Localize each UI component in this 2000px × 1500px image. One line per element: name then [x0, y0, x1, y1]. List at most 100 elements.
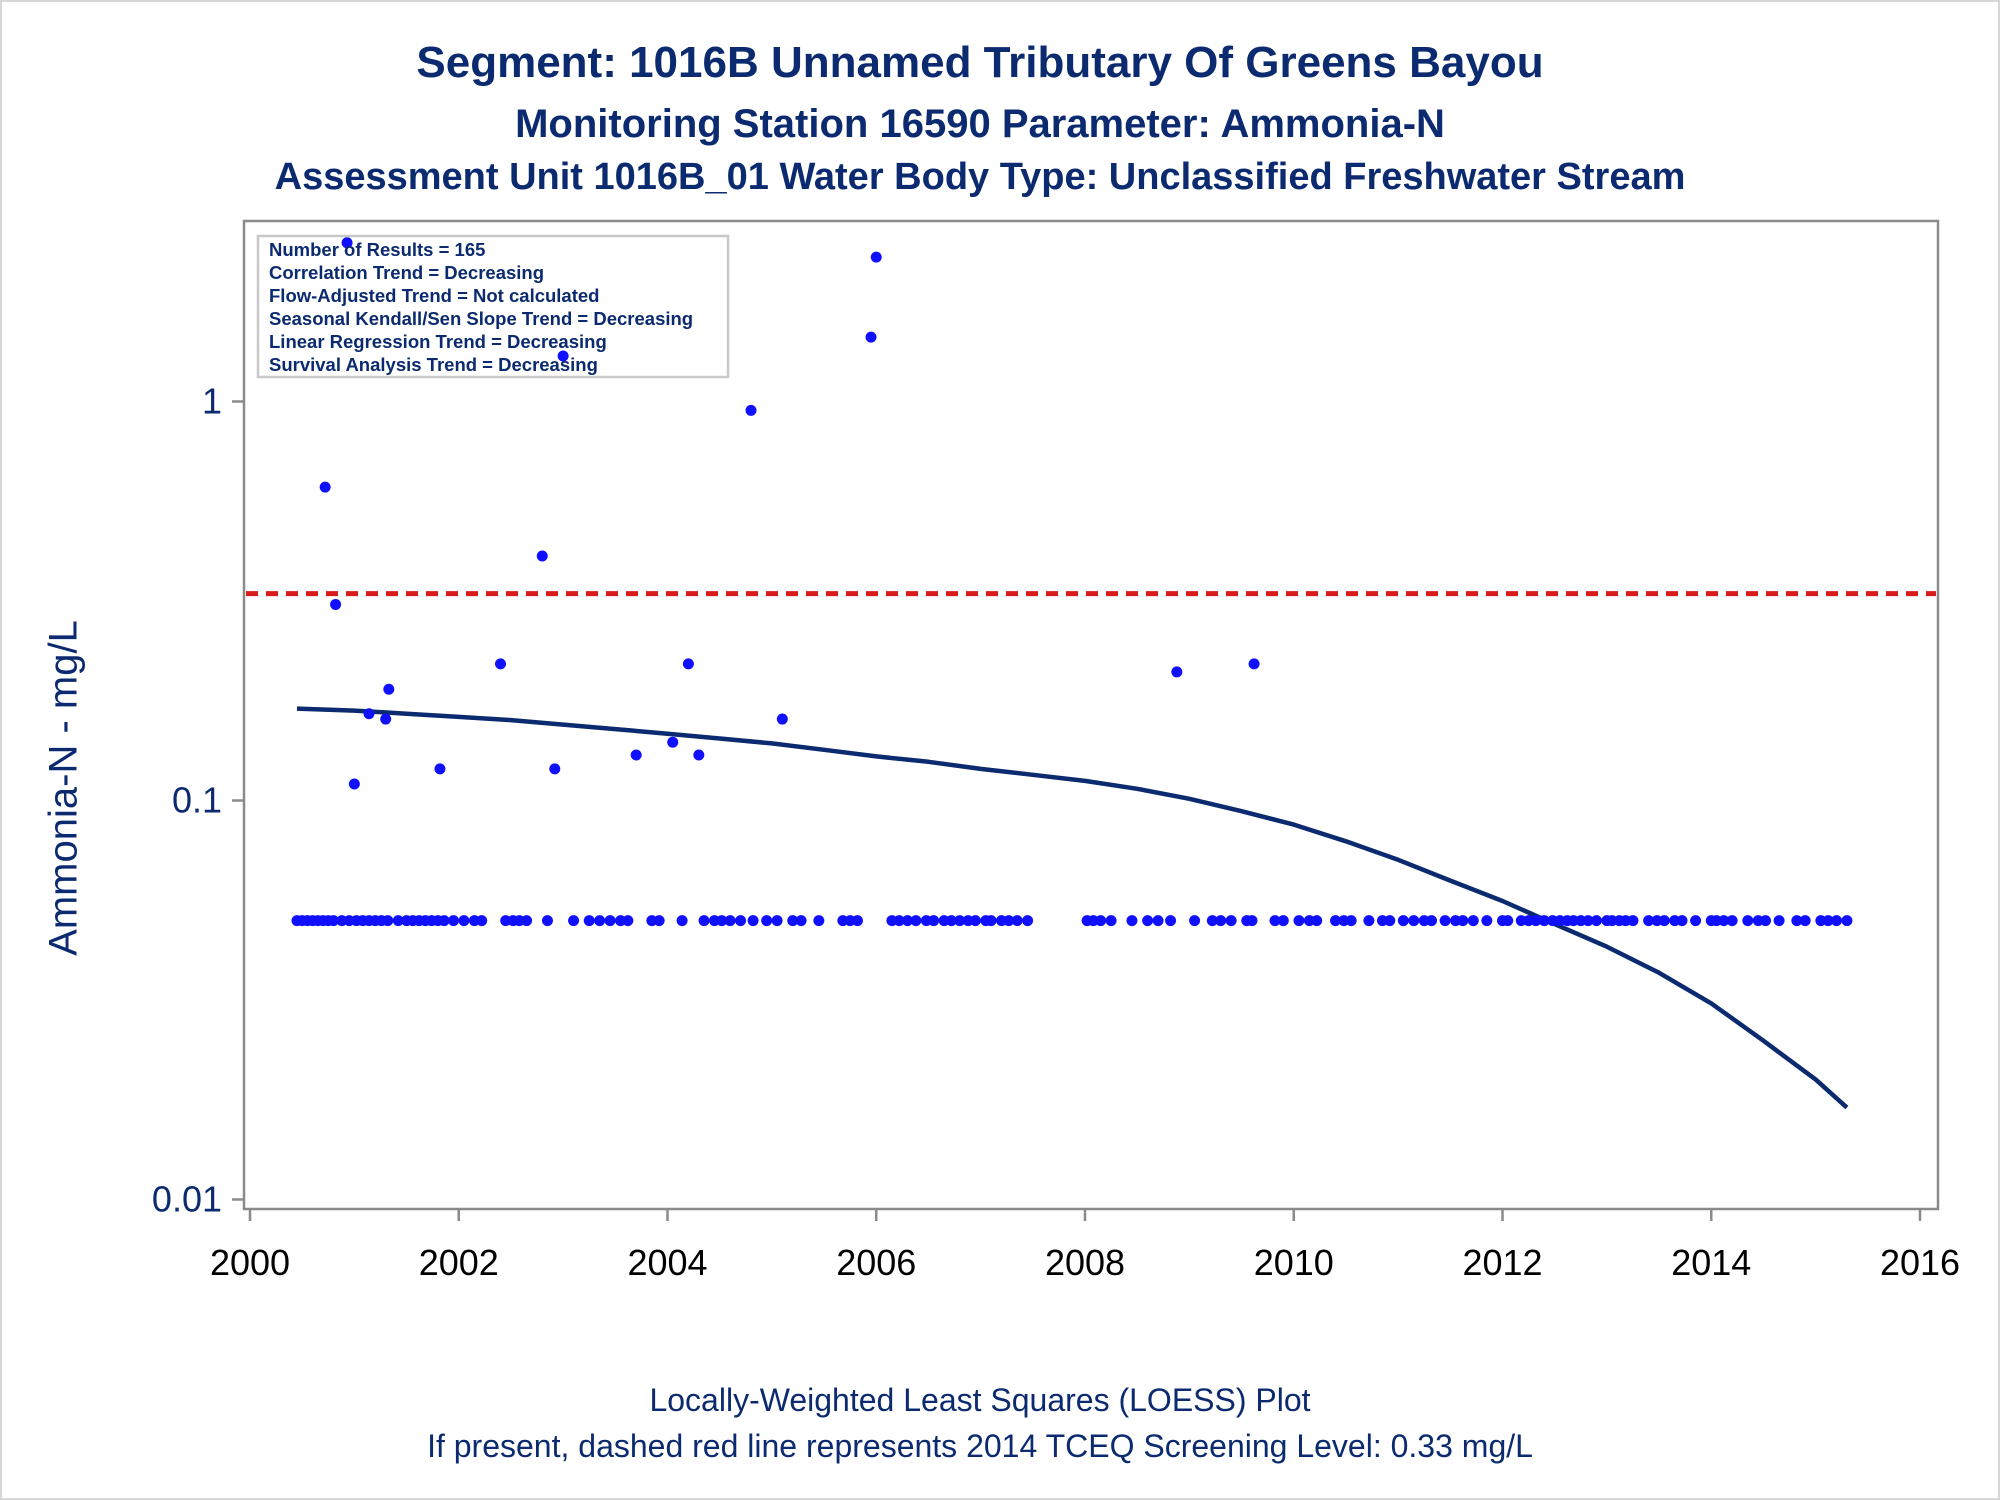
- data-point-detection-limit: [1502, 915, 1514, 927]
- data-point: [434, 763, 446, 775]
- x-tick-label: 2014: [1671, 1242, 1751, 1283]
- stats-line: Linear Regression Trend = Decreasing: [269, 331, 607, 352]
- data-point-detection-limit: [1643, 915, 1655, 927]
- data-point: [865, 331, 877, 343]
- data-point-detection-limit: [1627, 915, 1639, 927]
- data-point: [776, 713, 788, 725]
- data-point-detection-limit: [1003, 915, 1015, 927]
- data-point-detection-limit: [1481, 915, 1493, 927]
- data-point: [495, 658, 506, 670]
- chart-subtitle-assessment-unit: Assessment Unit 1016B_01 Water Body Type…: [274, 156, 1686, 198]
- data-point-detection-limit: [954, 915, 966, 927]
- y-tick-label: 0.01: [152, 1179, 222, 1220]
- data-point-detection-limit: [392, 915, 404, 927]
- data-point-detection-limit: [1152, 915, 1164, 927]
- data-point-detection-limit: [676, 915, 688, 927]
- data-point-detection-limit: [1363, 915, 1375, 927]
- y-tick-label: 1: [202, 381, 222, 422]
- stats-line: Correlation Trend = Decreasing: [269, 262, 544, 283]
- data-point-detection-limit: [604, 915, 616, 927]
- data-point: [693, 749, 705, 761]
- axes-layer: 2000 2002 2004 2006 2008 2010 2012 2014 2016 0.01…: [152, 381, 1960, 1284]
- data-point-detection-limit: [1742, 915, 1754, 927]
- y-tick-label: 0.1: [172, 780, 222, 821]
- data-point-detection-limit: [1165, 915, 1177, 927]
- data-point-detection-limit: [716, 915, 728, 927]
- data-point-detection-limit: [1225, 915, 1237, 927]
- data-point: [630, 749, 642, 761]
- points-layer: [291, 237, 1853, 927]
- data-point-detection-limit: [1105, 915, 1117, 927]
- data-point: [549, 763, 561, 775]
- stats-box-border: [256, 234, 730, 379]
- footer-note-screening-level: If present, dashed red line represents 2…: [427, 1428, 1533, 1464]
- data-point-detection-limit: [1530, 915, 1542, 927]
- plot-area: [242, 219, 1940, 1211]
- data-point: [319, 481, 331, 493]
- data-point-detection-limit: [622, 915, 634, 927]
- data-point: [745, 404, 757, 416]
- data-point: [1248, 658, 1260, 670]
- x-tick-label: 2016: [1880, 1242, 1960, 1283]
- data-point-detection-limit: [813, 915, 825, 927]
- data-point-detection-limit: [1215, 915, 1227, 927]
- data-point-detection-limit: [594, 915, 606, 927]
- data-point-detection-limit: [1330, 915, 1341, 927]
- data-point-detection-limit: [1206, 915, 1218, 927]
- data-point-detection-limit: [1397, 915, 1409, 927]
- data-point-detection-limit: [1773, 915, 1785, 927]
- x-tick-label: 2008: [1045, 1242, 1125, 1283]
- data-point-detection-limit: [458, 915, 470, 927]
- loess-curve: [296, 706, 1849, 1110]
- data-point-detection-limit: [382, 915, 394, 927]
- data-point: [363, 708, 375, 720]
- data-point-detection-limit: [1246, 915, 1258, 927]
- data-point: [536, 550, 548, 562]
- data-point-detection-limit: [1189, 915, 1201, 927]
- data-point-detection-limit: [969, 915, 981, 927]
- data-point-detection-limit: [521, 915, 533, 927]
- data-point-detection-limit: [761, 915, 773, 927]
- data-point: [1171, 666, 1183, 678]
- x-tick-label: 2000: [210, 1242, 290, 1283]
- data-point-detection-limit: [476, 915, 488, 927]
- stats-line: Number of Results = 165: [269, 239, 485, 260]
- x-tick-label: 2002: [419, 1242, 499, 1283]
- data-point-detection-limit: [1126, 915, 1138, 927]
- stats-line: Flow-Adjusted Trend = Not calculated: [269, 285, 599, 306]
- data-point-detection-limit: [1384, 915, 1396, 927]
- data-point-detection-limit: [1011, 915, 1023, 927]
- data-point-detection-limit: [724, 915, 736, 927]
- data-point-detection-limit: [1718, 915, 1730, 927]
- data-point-detection-limit: [910, 915, 922, 927]
- data-point-detection-limit: [438, 915, 450, 927]
- data-point-detection-limit: [328, 915, 339, 927]
- chart-subtitle-station: Monitoring Station 16590 Parameter: Ammo…: [515, 102, 1445, 146]
- data-point-detection-limit: [1439, 915, 1451, 927]
- x-tick-label: 2010: [1254, 1242, 1334, 1283]
- data-point: [557, 350, 569, 362]
- data-point-detection-limit: [928, 915, 940, 927]
- data-point: [383, 683, 395, 695]
- stats-line: Survival Analysis Trend = Decreasing: [269, 354, 598, 375]
- data-point-detection-limit: [1467, 915, 1479, 927]
- data-point: [682, 658, 694, 670]
- data-point-detection-limit: [1822, 915, 1834, 927]
- data-point-detection-limit: [1345, 915, 1357, 927]
- chart-title: Segment: 1016B Unnamed Tributary Of Gree…: [416, 38, 1544, 87]
- data-point-detection-limit: [1791, 915, 1803, 927]
- data-point-detection-limit: [1095, 915, 1107, 927]
- data-point-detection-limit: [747, 915, 759, 927]
- data-point-detection-limit: [795, 915, 807, 927]
- data-point-detection-limit: [1841, 915, 1853, 927]
- x-tick-label: 2004: [627, 1242, 707, 1283]
- data-point: [870, 251, 882, 263]
- data-point-detection-limit: [1269, 915, 1281, 927]
- data-point-detection-limit: [1142, 915, 1154, 927]
- data-point: [667, 736, 679, 748]
- data-point-detection-limit: [735, 915, 747, 927]
- data-point: [380, 713, 392, 725]
- data-point-detection-limit: [771, 915, 783, 927]
- data-point-detection-limit: [448, 915, 460, 927]
